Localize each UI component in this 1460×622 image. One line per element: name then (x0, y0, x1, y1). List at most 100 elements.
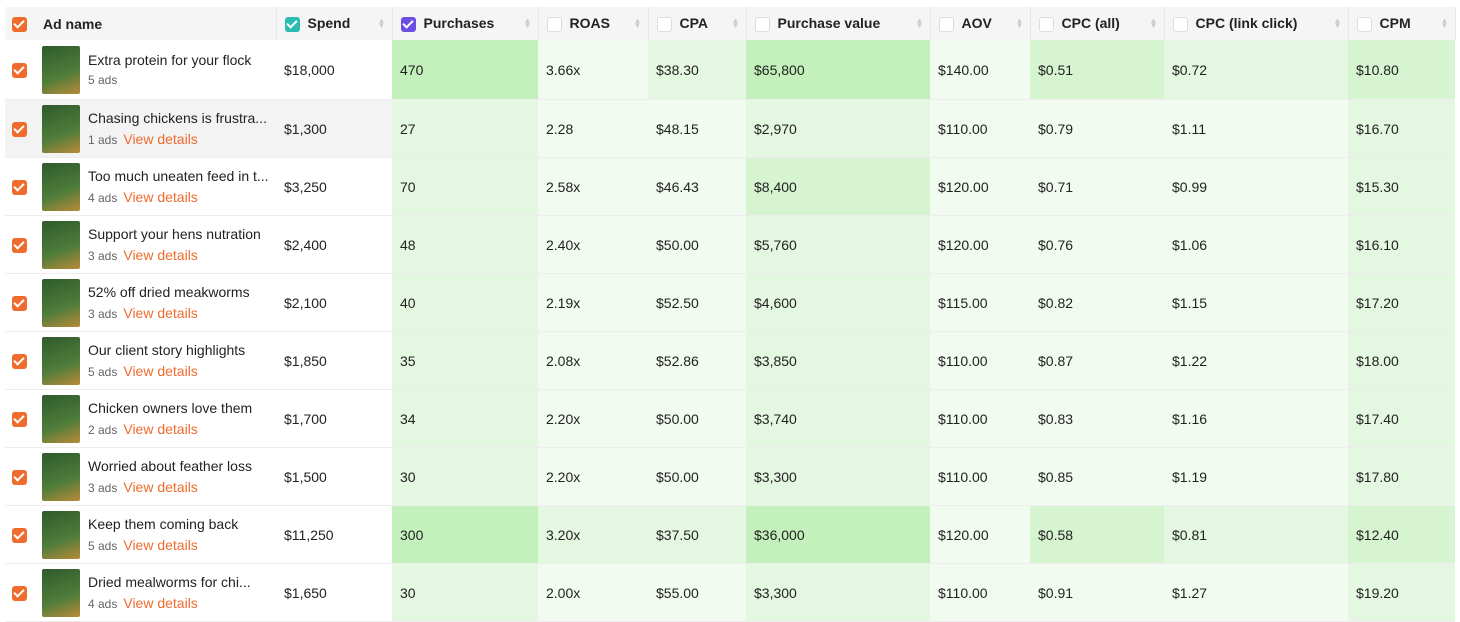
ad-count: 3 ads (88, 481, 118, 495)
ad-thumbnail (42, 220, 80, 269)
column-header[interactable]: ▲ ▼ CPA (648, 7, 747, 40)
row-select[interactable] (5, 273, 35, 332)
metric-cell: $0.71 (1030, 157, 1164, 216)
view-details-link[interactable]: View details (123, 479, 198, 495)
row-checkbox[interactable] (12, 121, 27, 137)
column-header[interactable]: ▲ ▼ Purchases (392, 7, 539, 40)
column-checkbox[interactable] (400, 16, 416, 32)
row-checkbox[interactable] (12, 411, 27, 427)
column-header[interactable]: ▲ ▼ AOV (930, 7, 1031, 40)
column-header[interactable]: Ad name (35, 7, 277, 40)
sort-icon[interactable]: ▲ ▼ (915, 16, 924, 30)
metric-cell: $65,800 (746, 40, 930, 100)
select-all[interactable] (5, 7, 35, 40)
row-checkbox[interactable] (12, 295, 27, 311)
metric-cell: $16.10 (1348, 215, 1455, 274)
column-checkbox[interactable] (284, 16, 300, 32)
column-header[interactable]: ▲ ▼ CPM (1348, 7, 1456, 40)
sort-icon[interactable]: ▲ ▼ (377, 16, 386, 30)
column-title: CPM (1379, 15, 1411, 32)
metric-cell: $11,250 (276, 505, 392, 564)
sort-icon[interactable]: ▲ ▼ (523, 16, 532, 30)
column-checkbox[interactable] (656, 16, 672, 32)
metric-cell: $3,850 (746, 331, 930, 390)
view-details-link[interactable]: View details (123, 363, 198, 379)
metric-cell: 2.08x (538, 331, 648, 390)
metric-cell: $50.00 (648, 389, 746, 448)
row-select[interactable] (5, 447, 35, 506)
sort-icon[interactable]: ▲ ▼ (731, 16, 740, 30)
column-header[interactable]: ▲ ▼ CPC (all) (1030, 7, 1165, 40)
sort-icon[interactable]: ▲ ▼ (1149, 16, 1158, 30)
row-checkbox[interactable] (12, 469, 27, 485)
column-header[interactable]: ▲ ▼ CPC (link click) (1164, 7, 1349, 40)
sort-icon[interactable]: ▲ ▼ (1333, 16, 1342, 30)
row-select[interactable] (5, 157, 35, 216)
row-select[interactable] (5, 99, 35, 158)
sort-icon[interactable]: ▲ ▼ (633, 16, 642, 30)
ad-count: 5 ads (88, 73, 118, 87)
row-checkbox[interactable] (12, 585, 27, 601)
column-header[interactable]: ▲ ▼ ROAS (538, 7, 649, 40)
ad-count: 3 ads (88, 307, 118, 321)
ad-name-wrap: Keep them coming back (88, 516, 238, 532)
metric-cell: $55.00 (648, 563, 746, 622)
column-header[interactable]: ▲ ▼ Purchase value (746, 7, 931, 40)
row-checkbox[interactable] (12, 62, 27, 78)
column-checkbox[interactable] (1038, 16, 1054, 32)
ad-info: Chasing chickens is frustra... 1 ads View … (88, 110, 267, 147)
row-select[interactable] (5, 40, 35, 100)
ad-thumbnail (42, 510, 80, 559)
header-row: Ad name ▲ ▼ Spend ▲ ▼ Purchases ▲ ▼ ROAS ▲ ▼ CPA ▲ ▼ Pu… (5, 7, 1456, 40)
row-select[interactable] (5, 331, 35, 390)
row-select[interactable] (5, 389, 35, 448)
ad-count: 4 ads (88, 597, 118, 611)
metric-cell: $18,000 (276, 40, 392, 100)
column-checkbox[interactable] (1172, 16, 1188, 32)
view-details-link[interactable]: View details (123, 305, 198, 321)
metric-cell: $110.00 (930, 331, 1030, 390)
ad-thumbnail (42, 278, 80, 327)
ad-name: Keep them coming back (88, 516, 239, 532)
metric-cell: $110.00 (930, 447, 1030, 506)
ad-cell: Worried about feather loss 3 ads View deta… (35, 447, 276, 506)
ad-info: Our client story highlights 5 ads View det… (88, 342, 245, 379)
view-details-link[interactable]: View details (123, 421, 198, 437)
metric-cell: $3,250 (276, 157, 392, 216)
row-checkbox[interactable] (12, 527, 27, 543)
view-details-link[interactable]: View details (123, 247, 198, 263)
metric-cell: $1.06 (1164, 215, 1348, 274)
column-header[interactable]: ▲ ▼ Spend (276, 7, 393, 40)
ad-meta: 5 ads View details (88, 537, 238, 553)
view-details-link[interactable]: View details (123, 537, 198, 553)
metric-cell: $1.16 (1164, 389, 1348, 448)
sort-icon[interactable]: ▲ ▼ (1015, 16, 1024, 30)
metric-cell: $0.85 (1030, 447, 1164, 506)
column-checkbox[interactable] (938, 16, 954, 32)
ad-count: 1 ads (88, 133, 118, 147)
ad-name-wrap: Chasing chickens is frustra... (88, 110, 267, 126)
column-title: Ad name (43, 15, 103, 32)
ad-info: Keep them coming back 5 ads View details (88, 516, 238, 553)
row-select[interactable] (5, 215, 35, 274)
view-details-link[interactable]: View details (123, 595, 198, 611)
row-checkbox[interactable] (12, 353, 27, 369)
column-checkbox[interactable] (546, 16, 562, 32)
column-checkbox[interactable] (1356, 16, 1372, 32)
metric-cell: $36,000 (746, 505, 930, 564)
metric-cell: 30 (392, 447, 538, 506)
metric-cell: $0.83 (1030, 389, 1164, 448)
column-checkbox[interactable] (754, 16, 770, 32)
metric-cell: $0.51 (1030, 40, 1164, 100)
ad-thumbnail (42, 394, 80, 443)
row-select[interactable] (5, 563, 35, 622)
row-checkbox[interactable] (12, 179, 27, 195)
row-select[interactable] (5, 505, 35, 564)
view-details-link[interactable]: View details (123, 189, 198, 205)
ad-meta: 5 ads View details (88, 363, 245, 379)
ad-meta: 3 ads View details (88, 479, 252, 495)
sort-icon[interactable]: ▲ ▼ (1440, 16, 1449, 30)
view-details-link[interactable]: View details (123, 131, 198, 147)
row-checkbox[interactable] (12, 237, 27, 253)
ad-name-wrap: Dried mealworms for chi... (88, 574, 251, 590)
